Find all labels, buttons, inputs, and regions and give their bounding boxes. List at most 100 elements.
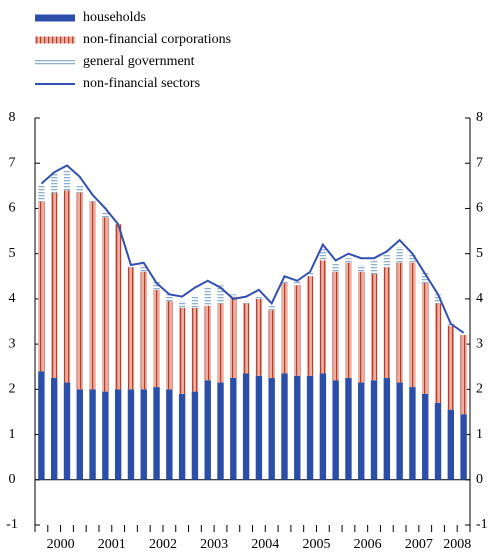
bar-segment	[76, 192, 83, 390]
bar-segment	[268, 310, 275, 379]
bar-segment	[422, 283, 429, 394]
bar-segment	[191, 307, 199, 392]
bar-segment	[102, 391, 109, 480]
bar-segment	[358, 264, 365, 272]
bar-segment	[358, 382, 365, 480]
bar-segment	[294, 285, 301, 376]
y-tick-label: 2	[9, 382, 16, 397]
bar-segment	[255, 296, 263, 299]
bar-segment	[153, 289, 160, 388]
bar-segment	[370, 274, 378, 381]
bar-segment	[153, 280, 160, 290]
bar-segment	[102, 217, 109, 392]
y-tick-label-right: 6	[476, 201, 483, 216]
bar-segment	[127, 264, 135, 268]
legend-label: households	[83, 10, 146, 25]
bar-segment	[434, 402, 442, 480]
bar-segment	[102, 212, 109, 218]
bar-segment	[76, 389, 83, 480]
bar-segment	[50, 378, 58, 480]
y-tick-label: 3	[9, 336, 16, 351]
legend-label: non-financial corporations	[83, 32, 231, 47]
bar-segment	[268, 305, 275, 311]
x-tick-label: 2005	[302, 537, 330, 552]
bar-segment	[294, 280, 301, 286]
bar-segment	[230, 296, 237, 379]
bar-segment	[294, 375, 301, 480]
bar-segment	[281, 280, 288, 284]
y-tick-label: 5	[9, 246, 16, 261]
bar-segment	[140, 271, 147, 390]
bar-segment	[332, 262, 339, 272]
bar-segment	[217, 382, 224, 480]
y-tick-label-right: 1	[476, 427, 483, 442]
y-tick-label: -1	[6, 517, 18, 532]
bar-segment	[89, 389, 96, 480]
legend-label: general government	[83, 54, 195, 69]
bar-segment	[38, 201, 45, 372]
legend-label: non-financial sectors	[83, 76, 200, 91]
bar-segment	[306, 375, 314, 480]
y-tick-label-right: 4	[476, 291, 483, 306]
bar-segment	[396, 382, 403, 480]
bar-segment	[422, 393, 429, 480]
bar-segment	[306, 276, 314, 376]
bar-segment	[114, 389, 122, 480]
bar-segment	[255, 298, 263, 376]
bar-segment	[383, 267, 391, 379]
bar-segment	[306, 271, 314, 277]
x-tick-label: 2006	[354, 537, 382, 552]
bar-segment	[166, 294, 173, 302]
bar-segment	[230, 378, 237, 480]
bar-segment	[383, 378, 391, 480]
bar-segment	[38, 185, 45, 202]
bar-segment	[319, 249, 327, 261]
bar-segment	[140, 389, 147, 480]
bar-segment	[191, 391, 199, 480]
bar-segment	[447, 326, 455, 410]
x-tick-label: 2008	[443, 537, 471, 552]
bar-segment	[63, 190, 71, 383]
bar-segment	[434, 303, 442, 403]
x-tick-label: 2001	[98, 537, 126, 552]
bar-segment	[89, 201, 96, 390]
bar-segment	[370, 260, 378, 275]
bar-segment	[242, 301, 250, 304]
y-tick-label: 8	[9, 110, 16, 125]
bar-segment	[409, 253, 416, 263]
legend-swatch	[35, 36, 75, 44]
bar-segment	[166, 301, 173, 390]
bar-segment	[319, 373, 327, 480]
bar-segment	[50, 192, 58, 379]
bar-segment	[140, 264, 147, 272]
bar-segment	[422, 271, 429, 284]
bar-segment	[409, 262, 416, 388]
y-tick-label-right: 2	[476, 382, 483, 397]
bar-segment	[63, 382, 71, 480]
bar-segment	[434, 294, 442, 304]
bar-segment	[204, 287, 211, 306]
x-tick-label: 2007	[405, 537, 433, 552]
bar-segment	[127, 389, 135, 480]
line-series	[40, 164, 465, 334]
y-tick-label-right: 7	[476, 155, 483, 170]
y-tick-label: 6	[9, 201, 16, 216]
bar-segment	[358, 271, 365, 383]
bar-segment	[255, 375, 263, 480]
bar-segment	[230, 294, 237, 297]
bar-segment	[63, 170, 71, 191]
x-tick-label: 2003	[200, 537, 228, 552]
bar-segment	[447, 409, 455, 480]
bar-segment	[204, 380, 211, 480]
bar-segment	[50, 172, 58, 193]
legend-swatch	[35, 14, 75, 22]
bar-segment	[345, 258, 352, 263]
x-tick-label: 2002	[149, 537, 177, 552]
bar-segment	[396, 262, 403, 383]
x-tick-label: 2000	[47, 537, 75, 552]
bar-segment	[370, 380, 378, 480]
bar-segment	[281, 373, 288, 480]
bar-segment	[345, 262, 352, 379]
bar-segment	[242, 373, 250, 480]
bar-segment	[345, 378, 352, 480]
